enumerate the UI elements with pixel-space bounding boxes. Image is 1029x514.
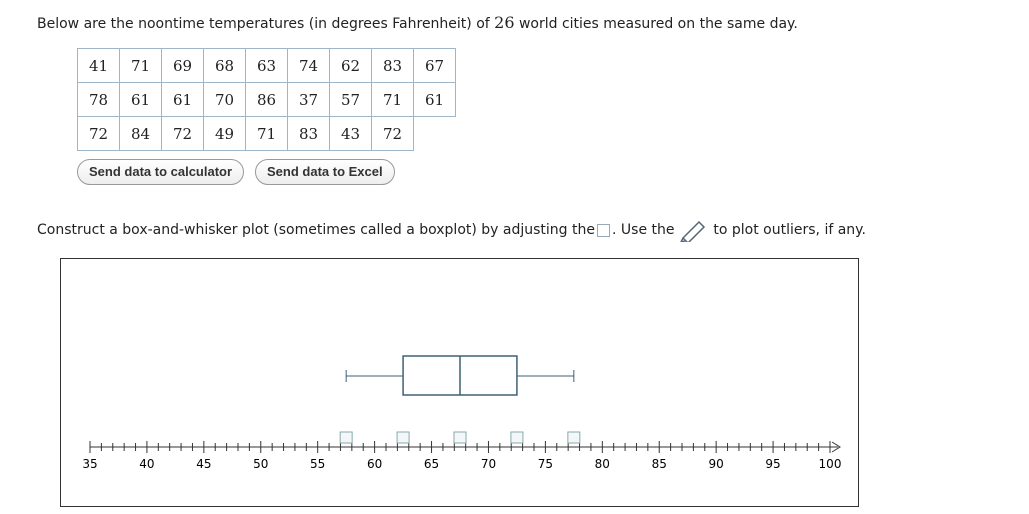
table-cell: 68 bbox=[203, 48, 246, 83]
table-cell: 63 bbox=[245, 48, 288, 83]
table-cell: 72 bbox=[161, 116, 204, 151]
x-tick-label: 90 bbox=[709, 457, 724, 471]
table-cell: 43 bbox=[329, 116, 372, 151]
drag-handle[interactable] bbox=[567, 431, 581, 444]
table-cell: 57 bbox=[329, 82, 372, 117]
table-cell: 62 bbox=[329, 48, 372, 83]
table-cell: 72 bbox=[371, 116, 414, 151]
instruction-text: . Use the bbox=[612, 222, 675, 238]
intro-text: Below are the noontime temperatures (in … bbox=[37, 16, 490, 32]
table-cell: 61 bbox=[413, 82, 456, 117]
table-cell: 71 bbox=[245, 116, 288, 151]
axis-arrow bbox=[831, 441, 841, 453]
plot-area: 35 40 45 50 55 60 65 70 75 80 85 90 95 100 bbox=[60, 258, 859, 507]
table-cell: 72 bbox=[77, 116, 120, 151]
x-tick-label: 85 bbox=[652, 457, 667, 471]
x-tick-label: 60 bbox=[367, 457, 382, 471]
table-cell: 67 bbox=[413, 48, 456, 83]
drag-handle[interactable] bbox=[510, 431, 524, 444]
table-cell: 70 bbox=[203, 82, 246, 117]
instruction-text: Construct a box-and-whisker plot (someti… bbox=[37, 222, 595, 238]
table-cell: 78 bbox=[77, 82, 120, 117]
x-tick-label: 80 bbox=[595, 457, 610, 471]
instruction-text: to plot outliers, if any. bbox=[713, 222, 866, 238]
table-cell: 86 bbox=[245, 82, 288, 117]
table-cell: 71 bbox=[371, 82, 414, 117]
instruction: Construct a box-and-whisker plot (someti… bbox=[37, 218, 866, 245]
intro: Below are the noontime temperatures (in … bbox=[37, 13, 798, 32]
table-cell: 41 bbox=[77, 48, 120, 83]
handle-icon bbox=[597, 223, 610, 237]
drag-handle[interactable] bbox=[453, 431, 467, 444]
table-row: 78 61 61 70 86 37 57 71 61 bbox=[77, 82, 456, 117]
table-cell: 71 bbox=[119, 48, 162, 83]
city-count: 26 bbox=[494, 13, 515, 32]
x-tick-label: 40 bbox=[139, 457, 154, 471]
table-row: 41 71 69 68 63 74 62 83 67 bbox=[77, 48, 456, 83]
table-cell: 74 bbox=[287, 48, 330, 83]
pencil-icon[interactable] bbox=[679, 218, 709, 245]
x-tick-label: 65 bbox=[424, 457, 439, 471]
table-cell: 83 bbox=[287, 116, 330, 151]
x-tick-label: 95 bbox=[765, 457, 780, 471]
excel-button[interactable]: Send data to Excel bbox=[255, 159, 395, 185]
intro-text: world cities measured on the same day. bbox=[518, 16, 798, 32]
table-cell: 69 bbox=[161, 48, 204, 83]
table-cell: 84 bbox=[119, 116, 162, 151]
x-tick-label: 55 bbox=[310, 457, 325, 471]
table-cell: 37 bbox=[287, 82, 330, 117]
x-tick-label: 45 bbox=[196, 457, 211, 471]
data-table: 41 71 69 68 63 74 62 83 67 78 61 61 70 86 37 57 71 61 72 84… bbox=[77, 48, 456, 151]
x-tick-label: 75 bbox=[538, 457, 553, 471]
table-cell: 61 bbox=[119, 82, 162, 117]
calculator-button[interactable]: Send data to calculator bbox=[77, 159, 245, 185]
table-cell: 49 bbox=[203, 116, 246, 151]
x-tick-label: 50 bbox=[253, 457, 268, 471]
table-cell: 61 bbox=[161, 82, 204, 117]
drag-handle[interactable] bbox=[396, 431, 410, 444]
x-tick-label: 100 bbox=[819, 457, 842, 471]
drag-handle[interactable] bbox=[339, 431, 353, 444]
table-row: 72 84 72 49 71 83 43 72 bbox=[77, 116, 456, 151]
x-tick-label: 70 bbox=[481, 457, 496, 471]
x-tick-label: 35 bbox=[82, 457, 97, 471]
table-cell: 83 bbox=[371, 48, 414, 83]
